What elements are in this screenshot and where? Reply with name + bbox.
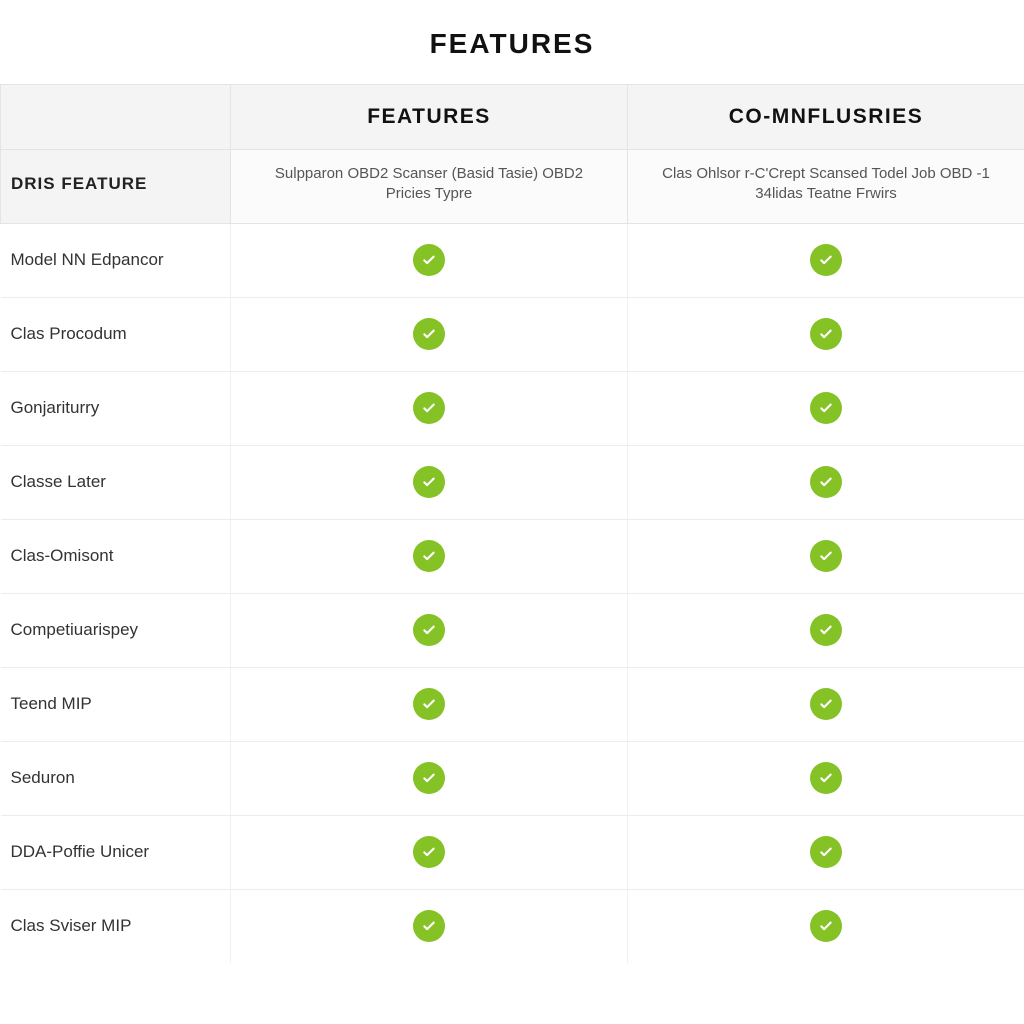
check-icon — [810, 244, 842, 276]
table-row: Clas Procodum — [1, 297, 1024, 371]
feature-cell-col2 — [628, 815, 1024, 889]
check-icon — [810, 910, 842, 942]
feature-cell-col1 — [231, 667, 628, 741]
page-title: FEATURES — [0, 0, 1024, 84]
header-feature-label: DRIS FEATURE — [1, 150, 231, 224]
feature-label: Clas Procodum — [1, 297, 231, 371]
feature-cell-col2 — [628, 889, 1024, 963]
check-icon — [413, 910, 445, 942]
feature-cell-col1 — [231, 445, 628, 519]
check-icon — [810, 392, 842, 424]
check-icon — [413, 836, 445, 868]
feature-label: Model NN Edpancor — [1, 223, 231, 297]
feature-cell-col2 — [628, 371, 1024, 445]
check-icon — [413, 614, 445, 646]
check-icon — [810, 836, 842, 868]
feature-cell-col2 — [628, 667, 1024, 741]
table-row: Clas Sviser MIP — [1, 889, 1024, 963]
feature-label: Gonjariturry — [1, 371, 231, 445]
table-row: Competiuarispey — [1, 593, 1024, 667]
check-icon — [810, 540, 842, 572]
header-group-col1: FEATURES — [231, 85, 628, 150]
feature-cell-col2 — [628, 445, 1024, 519]
check-icon — [413, 762, 445, 794]
check-icon — [413, 392, 445, 424]
header-row-sub: DRIS FEATURE Sulpparon OBD2 Scanser (Bas… — [1, 150, 1024, 224]
check-icon — [810, 318, 842, 350]
check-icon — [810, 614, 842, 646]
check-icon — [413, 244, 445, 276]
table-row: Clas-Omisont — [1, 519, 1024, 593]
table-row: Gonjariturry — [1, 371, 1024, 445]
feature-cell-col1 — [231, 223, 628, 297]
header-sub-col2: Clas Ohlsor r-C'Crept Scansed Todel Job … — [628, 150, 1024, 224]
feature-cell-col2 — [628, 593, 1024, 667]
check-icon — [810, 466, 842, 498]
feature-cell-col2 — [628, 519, 1024, 593]
feature-cell-col1 — [231, 593, 628, 667]
feature-label: Clas-Omisont — [1, 519, 231, 593]
check-icon — [810, 688, 842, 720]
feature-cell-col1 — [231, 741, 628, 815]
check-icon — [413, 688, 445, 720]
table-row: DDA-Poffie Unicer — [1, 815, 1024, 889]
header-row-groups: FEATURES CO-MNFLUSRIES — [1, 85, 1024, 150]
feature-cell-col1 — [231, 371, 628, 445]
table-row: Classe Later — [1, 445, 1024, 519]
feature-cell-col2 — [628, 741, 1024, 815]
feature-cell-col1 — [231, 889, 628, 963]
feature-cell-col2 — [628, 297, 1024, 371]
feature-label: Classe Later — [1, 445, 231, 519]
feature-cell-col1 — [231, 297, 628, 371]
feature-label: Competiuarispey — [1, 593, 231, 667]
check-icon — [810, 762, 842, 794]
check-icon — [413, 540, 445, 572]
feature-label: Teend MIP — [1, 667, 231, 741]
table-row: Teend MIP — [1, 667, 1024, 741]
table-row: Seduron — [1, 741, 1024, 815]
feature-label: DDA-Poffie Unicer — [1, 815, 231, 889]
features-tbody: Model NN EdpancorClas ProcodumGonjaritur… — [1, 223, 1024, 963]
check-icon — [413, 318, 445, 350]
feature-cell-col2 — [628, 223, 1024, 297]
table-row: Model NN Edpancor — [1, 223, 1024, 297]
header-blank — [1, 85, 231, 150]
features-table: FEATURES CO-MNFLUSRIES DRIS FEATURE Sulp… — [0, 84, 1024, 963]
feature-label: Clas Sviser MIP — [1, 889, 231, 963]
feature-cell-col1 — [231, 815, 628, 889]
feature-label: Seduron — [1, 741, 231, 815]
feature-cell-col1 — [231, 519, 628, 593]
header-sub-col1: Sulpparon OBD2 Scanser (Basid Tasie) OBD… — [231, 150, 628, 224]
header-group-col2: CO-MNFLUSRIES — [628, 85, 1024, 150]
check-icon — [413, 466, 445, 498]
